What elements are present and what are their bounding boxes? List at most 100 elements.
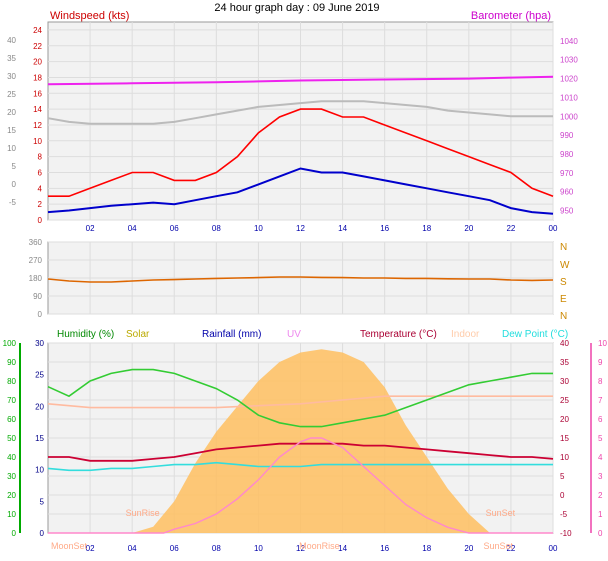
- rain-tick: 30: [35, 339, 44, 348]
- wind-left-tick: 8: [38, 153, 43, 162]
- humidity-tick: 10: [7, 510, 16, 519]
- wind-right-tick: 950: [560, 207, 574, 216]
- rain-tick: 25: [35, 371, 44, 380]
- wind-left-title: Windspeed (kts): [50, 10, 129, 22]
- wind-series-baro: [47, 75, 554, 86]
- wind-right-tick: 970: [560, 169, 574, 178]
- wind-axes: 024681012141618202224-505101520253035409…: [7, 26, 578, 233]
- humidity-tick: 60: [7, 415, 16, 424]
- wind-left-tick: 6: [38, 168, 43, 177]
- uv-tick: 10: [598, 339, 607, 348]
- legend-rainfall: Rainfall (mm): [202, 329, 261, 340]
- wind-left-tick: 18: [33, 73, 42, 82]
- climate-x-tick: 02: [86, 544, 95, 553]
- legend-humidity: Humidity (%): [57, 329, 114, 340]
- legend-temperature: Temperature (°C): [360, 329, 437, 340]
- climate-x-tick: 22: [506, 544, 515, 553]
- wind-right-title: Barometer (hpa): [471, 10, 551, 22]
- wind-right-tick: 980: [560, 150, 574, 159]
- wind-x-tick: 12: [296, 224, 305, 233]
- uv-tick: 8: [598, 377, 603, 386]
- compass-label: W: [560, 260, 570, 271]
- wind-outer-tick: 20: [7, 108, 16, 117]
- wind-left-tick: 16: [33, 89, 42, 98]
- climate-annotations: SunRise SunSet MoonSet MoonRise SunSet: [51, 508, 516, 551]
- wind-x-tick: 00: [549, 224, 558, 233]
- climate-x-tick: 04: [128, 544, 137, 553]
- wind-outer-tick: 30: [7, 72, 16, 81]
- wind-left-tick: 0: [38, 216, 43, 225]
- rain-tick: 20: [35, 402, 44, 411]
- wind-x-tick: 10: [254, 224, 263, 233]
- humidity-tick: 30: [7, 472, 16, 481]
- wind-x-tick: 06: [170, 224, 179, 233]
- climate-x-tick: 20: [464, 544, 473, 553]
- wind-right-tick: 1030: [560, 56, 578, 65]
- temp-tick: -10: [560, 529, 572, 538]
- wind-outer-tick: 25: [7, 90, 16, 99]
- temp-tick: -5: [560, 510, 568, 519]
- wind-series: [47, 75, 554, 215]
- direction-tick: 360: [29, 238, 43, 247]
- annotation-sunrise: SunRise: [126, 508, 160, 518]
- rain-tick: 5: [40, 497, 45, 506]
- climate-series: [47, 349, 554, 534]
- humidity-tick: 80: [7, 377, 16, 386]
- climate-series-humidity: [47, 368, 553, 428]
- wind-outer-tick: 0: [12, 180, 17, 189]
- climate-x-tick: 10: [254, 544, 263, 553]
- wind-left-tick: 4: [38, 184, 43, 193]
- uv-tick: 1: [598, 510, 603, 519]
- wind-x-tick: 16: [380, 224, 389, 233]
- wind-x-tick: 14: [338, 224, 347, 233]
- wind-left-tick: 20: [33, 58, 42, 67]
- climate-series-temperature: [48, 442, 554, 462]
- uv-tick: 3: [598, 472, 603, 481]
- direction-series-dir: [47, 276, 554, 283]
- direction-series: [47, 276, 554, 283]
- wind-left-tick: 10: [33, 137, 42, 146]
- wind-left-tick: 14: [33, 105, 42, 114]
- climate-x-tick: 16: [380, 544, 389, 553]
- climate-series-dewpoint: [47, 461, 553, 472]
- wind-series-gust: [48, 108, 554, 197]
- uv-tick: 0: [598, 529, 603, 538]
- wind-series-gray: [47, 100, 553, 125]
- humidity-tick: 70: [7, 396, 16, 405]
- temp-tick: 40: [560, 339, 569, 348]
- climate-series-indoor: [47, 395, 553, 409]
- humidity-tick: 100: [3, 339, 17, 348]
- climate-axes: -10-505101520253035400102030405060708090…: [3, 339, 608, 553]
- humidity-tick: 20: [7, 491, 16, 500]
- annotation-moonrise: MoonRise: [299, 541, 340, 551]
- temp-tick: 25: [560, 396, 569, 405]
- wind-series-avg: [47, 167, 554, 215]
- climate-x-tick: 00: [549, 544, 558, 553]
- compass-label: N: [560, 242, 567, 253]
- wind-outer-tick: -5: [9, 198, 17, 207]
- annotation-sunset2: SunSet: [484, 541, 514, 551]
- wind-x-tick: 02: [86, 224, 95, 233]
- temp-tick: 10: [560, 453, 569, 462]
- wind-x-tick: 04: [128, 224, 137, 233]
- page-title: 24 hour graph day : 09 June 2019: [214, 2, 379, 14]
- climate-x-tick: 06: [170, 544, 179, 553]
- wind-right-tick: 1020: [560, 75, 578, 84]
- wind-left-tick: 24: [33, 26, 42, 35]
- direction-tick: 180: [29, 274, 43, 283]
- wind-right-tick: 1040: [560, 37, 578, 46]
- humidity-tick: 0: [12, 529, 17, 538]
- rain-tick: 10: [35, 466, 44, 475]
- temp-tick: 30: [560, 377, 569, 386]
- wind-x-tick: 20: [464, 224, 473, 233]
- wind-grid: [48, 22, 554, 221]
- compass-label: S: [560, 277, 567, 288]
- wind-right-tick: 960: [560, 188, 574, 197]
- uv-tick: 2: [598, 491, 603, 500]
- rain-tick: 0: [40, 529, 45, 538]
- wind-outer-tick: 10: [7, 144, 16, 153]
- annotation-moonset: MoonSet: [51, 541, 88, 551]
- legend-dewpoint: Dew Point (°C): [502, 329, 568, 340]
